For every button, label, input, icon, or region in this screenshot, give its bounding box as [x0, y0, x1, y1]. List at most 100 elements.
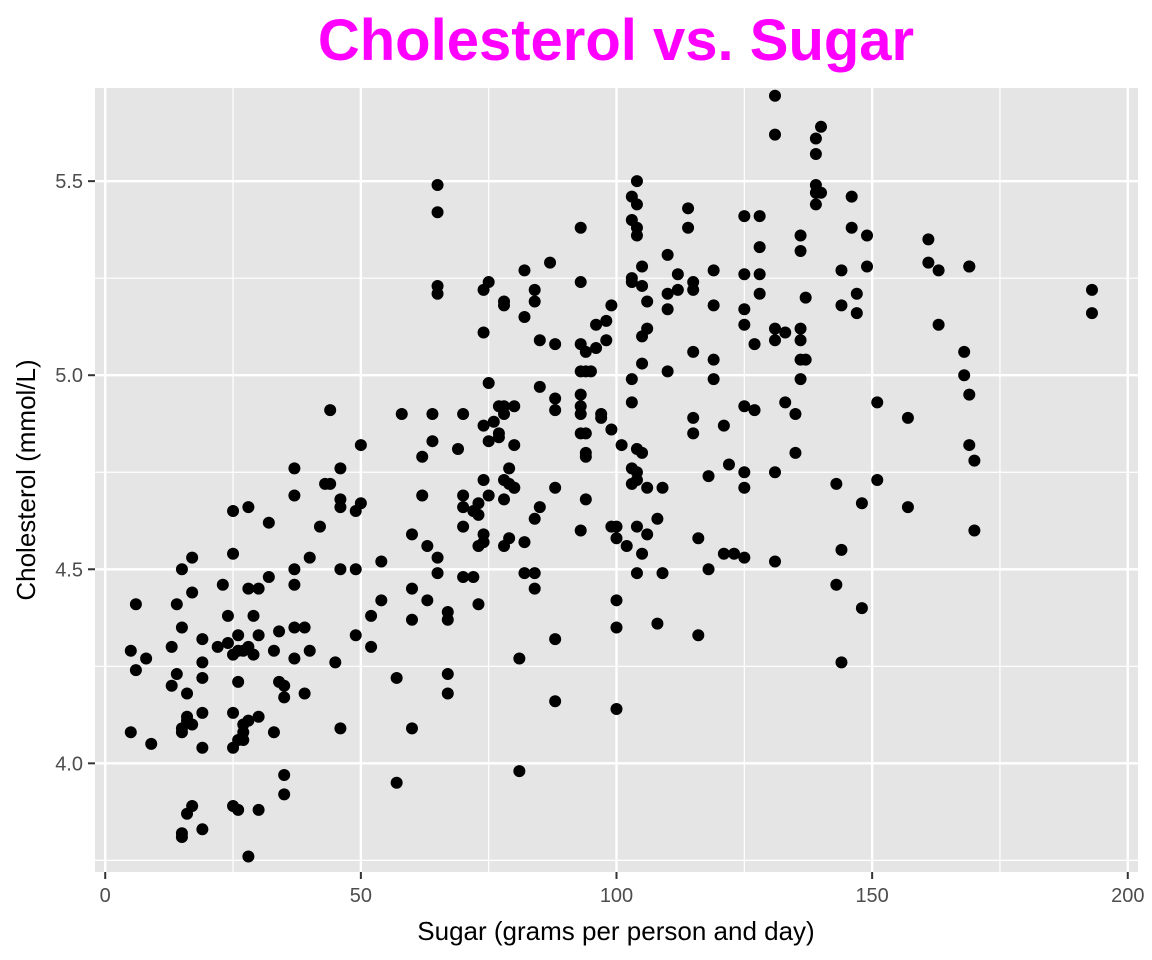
data-point: [288, 578, 301, 591]
data-point: [549, 695, 562, 708]
x-tick-label: 50: [350, 885, 372, 907]
x-tick-label: 150: [855, 885, 888, 907]
data-point: [416, 450, 429, 463]
data-point: [221, 637, 234, 650]
x-axis-label: Sugar (grams per person and day): [417, 916, 814, 946]
data-point: [252, 710, 265, 723]
data-point: [477, 326, 490, 339]
data-point: [528, 567, 541, 580]
data-point: [518, 264, 531, 277]
data-point: [794, 229, 807, 242]
data-point: [590, 318, 603, 331]
data-point: [630, 520, 643, 533]
data-point: [508, 439, 521, 452]
data-point: [477, 419, 490, 432]
data-point: [196, 823, 209, 836]
data-point: [722, 458, 735, 471]
data-point: [692, 629, 705, 642]
data-point: [477, 474, 490, 486]
data-point: [216, 578, 229, 591]
data-point: [175, 827, 188, 840]
data-point: [452, 442, 465, 455]
y-axis-label: Cholesterol (mmol/L): [11, 359, 41, 600]
data-point: [963, 388, 976, 401]
data-point: [421, 594, 434, 607]
data-point: [574, 276, 587, 289]
data-point: [579, 493, 592, 506]
data-point: [901, 411, 914, 424]
data-point: [252, 803, 265, 816]
data-point: [707, 373, 720, 386]
data-point: [405, 582, 418, 595]
data-point: [656, 481, 669, 494]
data-point: [242, 501, 255, 514]
data-point: [748, 404, 761, 417]
data-point: [227, 706, 240, 719]
data-point: [278, 768, 291, 781]
data-point: [738, 318, 751, 331]
data-point: [513, 765, 526, 778]
data-point: [753, 287, 766, 300]
data-point: [508, 400, 521, 413]
data-point: [278, 691, 291, 704]
data-point: [252, 629, 265, 642]
data-point: [595, 411, 608, 424]
data-point: [124, 726, 137, 739]
data-point: [636, 357, 649, 370]
data-point: [124, 644, 137, 657]
data-point: [850, 287, 863, 300]
data-point: [738, 481, 751, 494]
data-point: [641, 528, 654, 541]
data-point: [457, 501, 470, 514]
data-point: [574, 221, 587, 234]
data-point: [227, 547, 240, 560]
data-point: [610, 520, 623, 533]
data-point: [288, 652, 301, 665]
data-point: [487, 415, 500, 428]
data-points: [124, 89, 1098, 863]
data-point: [441, 687, 454, 700]
data-point: [441, 668, 454, 681]
data-point: [528, 295, 541, 308]
data-point: [457, 489, 470, 502]
data-point: [651, 617, 664, 630]
data-point: [600, 334, 613, 347]
data-point: [186, 718, 199, 731]
data-point: [544, 256, 557, 269]
data-point: [794, 373, 807, 386]
data-point: [196, 656, 209, 669]
data-point: [661, 365, 674, 378]
data-point: [579, 427, 592, 440]
data-point: [779, 396, 792, 409]
data-point: [242, 582, 255, 595]
data-point: [503, 462, 516, 475]
data-point: [610, 621, 623, 634]
data-point: [661, 287, 674, 300]
data-point: [809, 198, 822, 211]
data-point: [247, 648, 260, 661]
data-point: [922, 256, 935, 269]
x-tick-label: 200: [1111, 885, 1144, 907]
data-point: [375, 594, 388, 607]
data-point: [799, 291, 812, 304]
data-point: [779, 326, 792, 339]
data-point: [313, 520, 326, 533]
data-point: [753, 268, 766, 281]
data-point: [533, 334, 546, 347]
data-point: [518, 310, 531, 323]
y-tick-label: 4.0: [55, 753, 83, 775]
data-point: [630, 175, 643, 188]
data-point: [661, 303, 674, 316]
data-point: [636, 279, 649, 292]
data-point: [641, 481, 654, 494]
data-point: [426, 408, 439, 421]
data-point: [584, 365, 597, 378]
data-point: [625, 276, 638, 289]
data-point: [768, 334, 781, 347]
data-point: [630, 567, 643, 580]
data-point: [963, 439, 976, 452]
data-point: [625, 373, 638, 386]
data-point: [528, 512, 541, 525]
data-point: [165, 679, 178, 692]
